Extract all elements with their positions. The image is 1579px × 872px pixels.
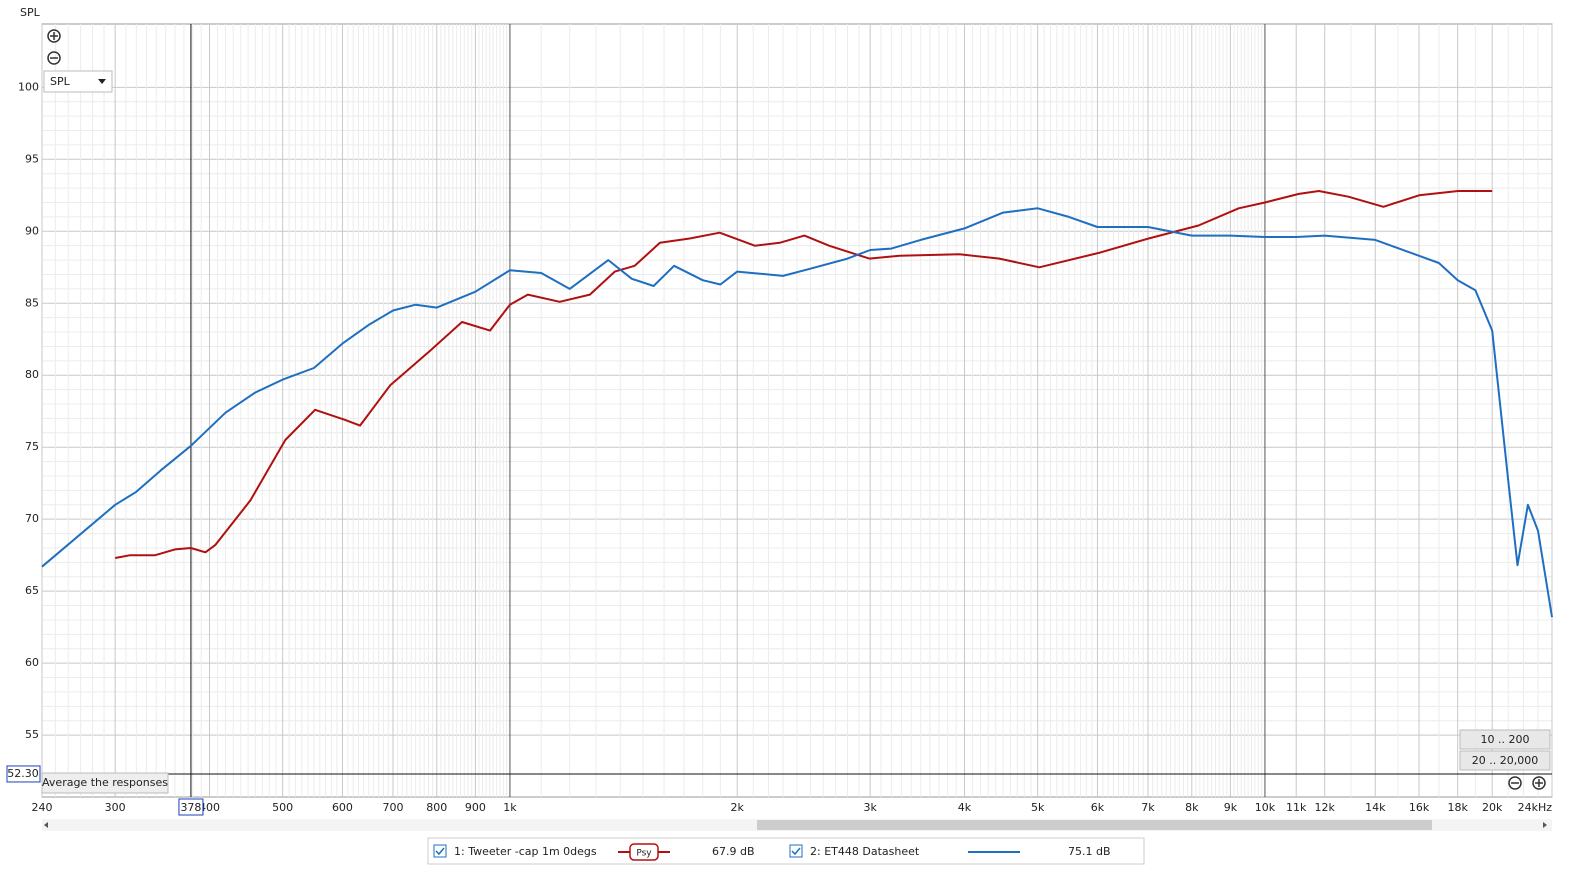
- y-tick-label: 80: [25, 368, 39, 381]
- scrollbar[interactable]: [42, 819, 1552, 831]
- legend-checkbox[interactable]: [433, 844, 447, 858]
- button-label: 10 .. 200: [1481, 733, 1530, 746]
- x-tick-label: 6k: [1091, 801, 1105, 814]
- dropdown[interactable]: SPL: [43, 70, 113, 93]
- x-tick-label: 500: [272, 801, 293, 814]
- checkmark: [791, 847, 801, 856]
- smoothing-badge: [629, 843, 659, 861]
- y-tick-label: 90: [25, 224, 39, 237]
- x-tick-label: 11k: [1286, 801, 1307, 814]
- cursor-y-label: 52.30: [7, 767, 39, 780]
- dropdown-label: SPL: [50, 75, 71, 88]
- x-tick-label: 1k: [503, 801, 517, 814]
- plot: [41, 24, 1553, 797]
- x-tick-label: 700: [382, 801, 403, 814]
- zoom-in[interactable]: [47, 29, 61, 43]
- button-label: 20 .. 20,000: [1472, 754, 1538, 767]
- x-tick-label: 2k: [731, 801, 745, 814]
- x-tick-label: 20k: [1482, 801, 1503, 814]
- x-tick-label: 5k: [1031, 801, 1045, 814]
- y-tick-label: 55: [25, 728, 39, 741]
- legend-checkbox[interactable]: [789, 844, 803, 858]
- y-axis-label: SPL: [20, 6, 41, 19]
- x-tick-label: 14k: [1365, 801, 1386, 814]
- range-button[interactable]: 10 .. 200: [1459, 729, 1551, 750]
- x-tick-label: 12k: [1315, 801, 1336, 814]
- legend-label: 2: ET448 Datasheet: [810, 845, 920, 858]
- y-tick-label: 60: [25, 656, 39, 669]
- x-tick-label: 10k: [1255, 801, 1276, 814]
- grid: [41, 24, 1553, 797]
- x-tick-label: 7k: [1141, 801, 1155, 814]
- x-tick-label: 300: [105, 801, 126, 814]
- smoothing-badge-label: Psy: [636, 849, 652, 859]
- legend-readout: 75.1 dB: [1068, 845, 1111, 858]
- zoom-out[interactable]: [47, 51, 61, 65]
- x-tick-label: 900: [465, 801, 486, 814]
- button-label: Average the responses: [42, 776, 168, 789]
- y-tick-label: 65: [25, 584, 39, 597]
- y-tick-label: 100: [18, 80, 39, 93]
- series-line: [41, 207, 1553, 618]
- cursor-x-label: 378: [180, 801, 201, 814]
- range-button[interactable]: 20 .. 20,000: [1459, 750, 1551, 771]
- legend: [427, 837, 1145, 865]
- x-tick-label: 3k: [863, 801, 877, 814]
- x-tick-label: 9k: [1224, 801, 1238, 814]
- x-tick-label: 16k: [1409, 801, 1430, 814]
- y-tick-label: 95: [25, 152, 39, 165]
- x-tick-label: 8k: [1185, 801, 1199, 814]
- average-button[interactable]: Average the responses: [41, 772, 169, 794]
- y-tick-label: 75: [25, 440, 39, 453]
- series-line: [115, 190, 1493, 559]
- x-zoom-in[interactable]: [1532, 776, 1546, 790]
- legend-readout: 67.9 dB: [712, 845, 755, 858]
- y-tick-label: 70: [25, 512, 39, 525]
- checkmark: [435, 847, 445, 856]
- x-tick-label: 800: [426, 801, 447, 814]
- y-tick-label: 85: [25, 296, 39, 309]
- x-zoom-out[interactable]: [1508, 776, 1522, 790]
- x-tick-label: 24kHz: [1518, 801, 1553, 814]
- x-tick-label: 18k: [1447, 801, 1468, 814]
- x-tick-label: 4k: [958, 801, 972, 814]
- x-tick-label: 400: [199, 801, 220, 814]
- x-tick-label: 600: [332, 801, 353, 814]
- cursor-y-box: [6, 765, 41, 783]
- legend-label: 1: Tweeter -cap 1m 0degs: [454, 845, 597, 858]
- legend-items: 1: Tweeter -cap 1m 0degs Psy 67.9 dB 2: ET4…: [433, 843, 1111, 861]
- cursor-x-box: [178, 798, 204, 816]
- x-tick-label: 240: [32, 801, 53, 814]
